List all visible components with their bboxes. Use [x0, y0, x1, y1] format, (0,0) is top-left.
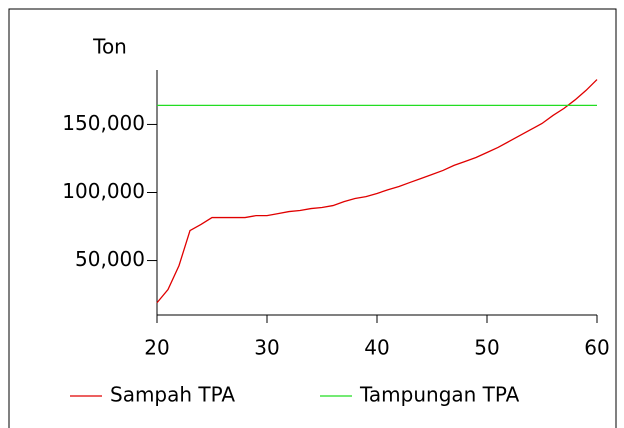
legend-label: Tampungan TPA [359, 383, 520, 407]
y-tick-label: 100,000 [62, 179, 145, 203]
x-tick-label: 30 [254, 336, 279, 360]
line-series [156, 79, 598, 304]
x-tick-label: 50 [474, 336, 499, 360]
y-tick-label: 50,000 [75, 247, 145, 271]
x-tick-label: 60 [584, 336, 609, 360]
y-tick-label: 150,000 [62, 111, 145, 135]
frame [8, 8, 617, 428]
x-tick-label: 20 [144, 336, 169, 360]
x-tick-label: 40 [364, 336, 389, 360]
legend-label: Sampah TPA [110, 383, 235, 407]
y-axis-label: Ton [92, 35, 127, 59]
